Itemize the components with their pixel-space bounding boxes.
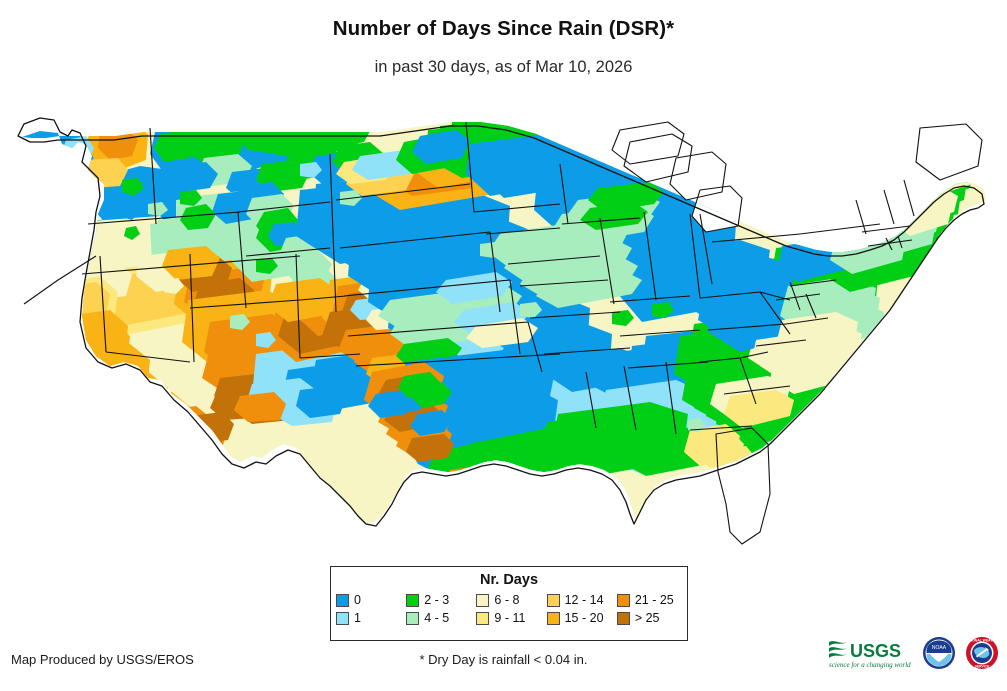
legend-label-2-3: 2 - 3 — [424, 593, 450, 607]
legend-item-6-8: 6 - 8 — [476, 592, 546, 608]
legend-item-9-11: 9 - 11 — [476, 610, 546, 626]
nws-logo: NATIONAL WEATHER SERVICE — [965, 637, 999, 669]
legend-label-4-5: 4 - 5 — [424, 611, 450, 625]
svg-text:NATIONAL WEATHER: NATIONAL WEATHER — [965, 639, 999, 643]
svg-text:science for a changing world: science for a changing world — [829, 661, 911, 669]
title-block: Number of Days Since Rain (DSR)* in past… — [0, 0, 1007, 77]
legend-label-21-25: 21 - 25 — [634, 593, 674, 607]
map-legend: Nr. Days 0 1 2 - 3 4 - 5 — [330, 566, 688, 641]
legend-label-6-8: 6 - 8 — [494, 593, 520, 607]
map-color-field — [22, 122, 986, 524]
legend-item-0: 0 — [336, 592, 406, 608]
legend-swatch-1 — [336, 611, 349, 625]
legend-swatch-21-25 — [616, 593, 630, 607]
legend-swatch-2-3 — [406, 593, 420, 607]
page-title: Number of Days Since Rain (DSR)* — [332, 17, 675, 40]
usgs-logo: USGS science for a changing world — [829, 641, 911, 669]
legend-column-3: 6 - 8 9 - 11 — [476, 592, 546, 626]
legend-grid: 0 1 2 - 3 4 - 5 6 - 8 9 — [331, 588, 687, 626]
svg-text:SERVICE: SERVICE — [975, 665, 991, 669]
legend-column-5: 21 - 25 > 25 — [616, 592, 687, 626]
us-choropleth-svg — [17, 117, 986, 545]
legend-item-21-25: 21 - 25 — [616, 592, 687, 608]
svg-text:USGS: USGS — [850, 641, 901, 661]
agency-logos: USGS science for a changing world NOAA N… — [827, 636, 999, 670]
legend-column-2: 2 - 3 4 - 5 — [406, 592, 476, 626]
legend-item-2-3: 2 - 3 — [406, 592, 476, 608]
legend-label-gt25: > 25 — [634, 611, 660, 625]
legend-swatch-12-14 — [546, 593, 560, 607]
legend-label-12-14: 12 - 14 — [564, 593, 604, 607]
legend-label-0: 0 — [354, 593, 361, 607]
legend-item-1: 1 — [336, 610, 406, 626]
legend-swatch-6-8 — [476, 593, 490, 607]
legend-column-4: 12 - 14 15 - 20 — [546, 592, 617, 626]
dsr-map — [0, 104, 1007, 549]
state-boundaries — [17, 117, 985, 545]
legend-item-gt25: > 25 — [616, 610, 687, 626]
dry-day-footnote: * Dry Day is rainfall < 0.04 in. — [419, 652, 588, 667]
legend-column-1: 0 1 — [336, 592, 406, 626]
noaa-logo: NOAA — [923, 637, 955, 669]
map-credit: Map Produced by USGS/EROS — [11, 652, 194, 667]
legend-label-15-20: 15 - 20 — [564, 611, 604, 625]
svg-text:NOAA: NOAA — [932, 645, 947, 651]
legend-title: Nr. Days — [479, 572, 539, 588]
legend-swatch-4-5 — [406, 611, 420, 625]
legend-swatch-0 — [336, 593, 349, 607]
legend-item-15-20: 15 - 20 — [546, 610, 617, 626]
legend-item-4-5: 4 - 5 — [406, 610, 476, 626]
legend-swatch-9-11 — [476, 611, 490, 625]
legend-swatch-15-20 — [546, 611, 560, 625]
page-subtitle: in past 30 days, as of Mar 10, 2026 — [374, 58, 633, 76]
legend-swatch-gt25 — [616, 611, 630, 625]
legend-item-12-14: 12 - 14 — [546, 592, 617, 608]
legend-label-1: 1 — [354, 611, 361, 625]
legend-label-9-11: 9 - 11 — [494, 611, 526, 625]
